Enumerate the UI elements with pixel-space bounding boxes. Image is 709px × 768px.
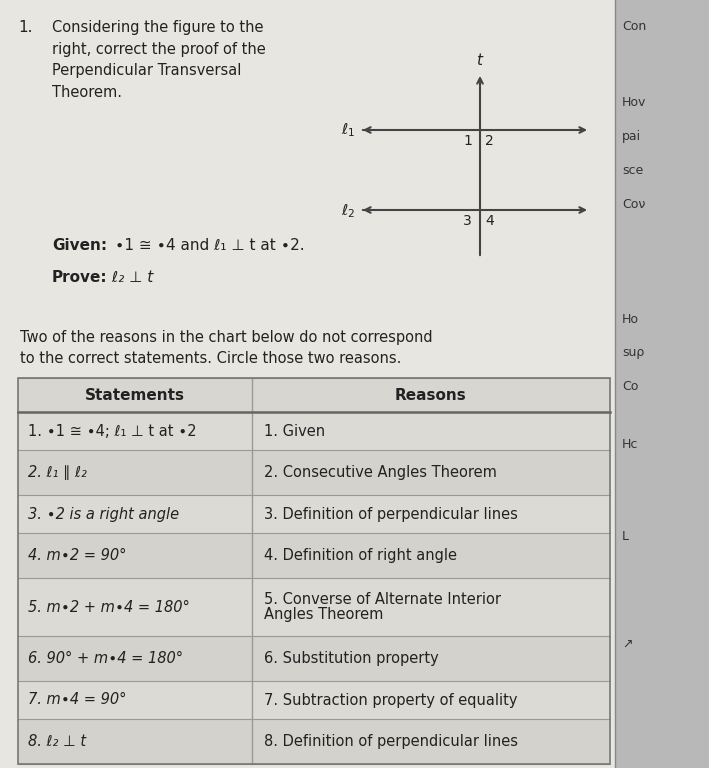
Text: Hov: Hov: [622, 96, 647, 109]
Text: 3. ∙2 is a right angle: 3. ∙2 is a right angle: [28, 507, 179, 521]
Text: ∙1 ≅ ∙4 and ℓ₁ ⊥ t at ∙2.: ∙1 ≅ ∙4 and ℓ₁ ⊥ t at ∙2.: [110, 238, 305, 253]
Text: sce: sce: [622, 164, 643, 177]
Text: Reasons: Reasons: [395, 388, 467, 402]
Text: Considering the figure to the
right, correct the proof of the
Perpendicular Tran: Considering the figure to the right, cor…: [52, 20, 266, 100]
Bar: [18, 636, 610, 681]
Text: pai: pai: [622, 130, 641, 143]
Text: 2. Consecutive Angles Theorem: 2. Consecutive Angles Theorem: [264, 465, 497, 480]
Text: Ho: Ho: [622, 313, 639, 326]
Text: L: L: [622, 530, 629, 543]
Text: Con: Con: [622, 20, 646, 33]
Text: 3: 3: [463, 214, 472, 228]
Text: Two of the reasons in the chart below do not correspond
to the correct statement: Two of the reasons in the chart below do…: [20, 330, 432, 366]
Bar: [18, 412, 610, 450]
Text: Hc: Hc: [622, 438, 638, 451]
Bar: [615, 0, 709, 768]
Text: Angles Theorem: Angles Theorem: [264, 607, 384, 621]
Text: 7. m∙4 = 90°: 7. m∙4 = 90°: [28, 693, 126, 707]
Bar: [0, 0, 615, 768]
Text: suρ: suρ: [622, 346, 644, 359]
Bar: [18, 533, 610, 578]
Text: 5. Converse of Alternate Interior: 5. Converse of Alternate Interior: [264, 592, 501, 607]
Text: $\ell_2$: $\ell_2$: [341, 202, 355, 220]
Bar: [18, 681, 610, 719]
Text: 6. Substitution property: 6. Substitution property: [264, 651, 439, 666]
Text: 4. m∙2 = 90°: 4. m∙2 = 90°: [28, 548, 126, 563]
Text: 4. Definition of right angle: 4. Definition of right angle: [264, 548, 457, 563]
Text: 7. Subtraction property of equality: 7. Subtraction property of equality: [264, 693, 518, 707]
Text: 4: 4: [485, 214, 493, 228]
Bar: [18, 578, 610, 636]
Text: Coν: Coν: [622, 198, 645, 211]
Text: 8. Definition of perpendicular lines: 8. Definition of perpendicular lines: [264, 734, 518, 749]
Bar: [18, 378, 610, 764]
Text: 2. ℓ₁ ∥ ℓ₂: 2. ℓ₁ ∥ ℓ₂: [28, 465, 87, 480]
Text: $\ell_1$: $\ell_1$: [341, 121, 355, 139]
Text: 3. Definition of perpendicular lines: 3. Definition of perpendicular lines: [264, 507, 518, 521]
Text: 5. m∙2 + m∙4 = 180°: 5. m∙2 + m∙4 = 180°: [28, 600, 190, 614]
Text: Given:: Given:: [52, 238, 107, 253]
Text: Statements: Statements: [85, 388, 185, 402]
Bar: [18, 495, 610, 533]
Text: Co: Co: [622, 380, 638, 393]
Text: 8. ℓ₂ ⊥ t: 8. ℓ₂ ⊥ t: [28, 734, 86, 749]
Text: ℓ₂ ⊥ t: ℓ₂ ⊥ t: [107, 270, 153, 285]
Text: ↗: ↗: [622, 638, 632, 651]
Bar: [18, 450, 610, 495]
Text: $t$: $t$: [476, 52, 484, 68]
Bar: [18, 719, 610, 764]
Text: Prove:: Prove:: [52, 270, 108, 285]
Text: 1: 1: [463, 134, 472, 148]
Text: 2: 2: [485, 134, 493, 148]
Bar: [18, 378, 610, 412]
Text: 1.: 1.: [18, 20, 33, 35]
Text: 1. Given: 1. Given: [264, 423, 325, 439]
Text: 1. ∙1 ≅ ∙4; ℓ₁ ⊥ t at ∙2: 1. ∙1 ≅ ∙4; ℓ₁ ⊥ t at ∙2: [28, 423, 196, 439]
Text: 6. 90° + m∙4 = 180°: 6. 90° + m∙4 = 180°: [28, 651, 183, 666]
